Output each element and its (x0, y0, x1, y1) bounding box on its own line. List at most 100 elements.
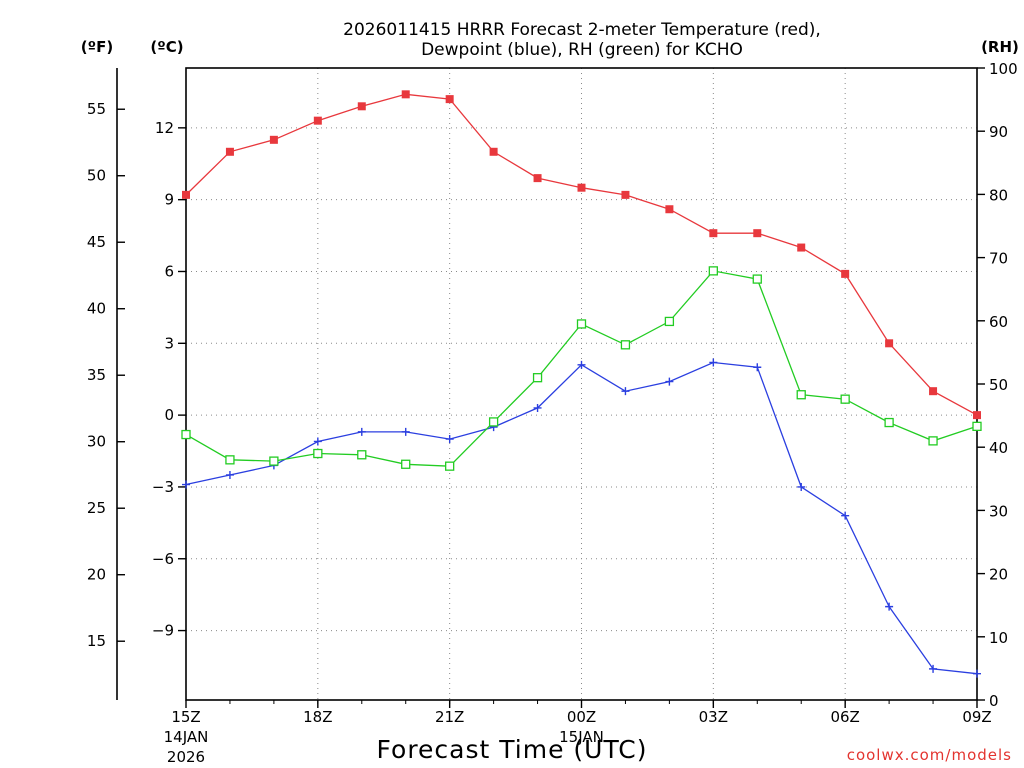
x-tick-year-label: 2026 (167, 748, 205, 766)
rh-tick-label: 50 (989, 376, 1008, 394)
fahrenheit-tick-label: 55 (87, 100, 106, 118)
temperature-point (533, 174, 542, 183)
rh-point (840, 394, 850, 404)
rh-tick-label: 0 (989, 692, 999, 710)
temperature-point (357, 102, 366, 111)
x-tick-label: 18Z (303, 708, 332, 726)
dewpoint-point (621, 387, 630, 396)
rh-point (620, 340, 631, 350)
rh-point (884, 417, 894, 428)
dewpoint-point (753, 363, 762, 372)
x-tick-label: 09Z (962, 708, 991, 726)
rh-point (928, 436, 938, 446)
rh-point (181, 429, 191, 440)
temperature-point (313, 116, 322, 125)
temperature-point (489, 147, 498, 156)
x-tick-date-label: 15JAN (559, 728, 604, 746)
rh-point (269, 456, 279, 466)
chart-title: 2026011415 HRRR Forecast 2-meter Tempera… (343, 20, 821, 40)
temperature-point (225, 147, 234, 156)
dewpoint-point (709, 358, 718, 367)
dewpoint-point (973, 669, 981, 678)
rh-tick-label: 80 (989, 186, 1008, 204)
celsius-unit-label: (ºC) (150, 38, 183, 56)
temperature-point (709, 229, 718, 238)
rh-point (708, 266, 718, 276)
fahrenheit-tick-label: 30 (87, 433, 106, 451)
temperature-point (929, 387, 938, 396)
temperature-point (753, 229, 762, 238)
axis-ticks: 15Z 14JAN 2026 18Z 21Z 00Z 15JAN 03Z 06Z 09Z 12 9 6 3… (87, 60, 1018, 766)
rh-point (796, 390, 806, 400)
dewpoint-point (841, 511, 850, 520)
temperature-point (885, 339, 894, 348)
fahrenheit-tick-label: 15 (87, 632, 106, 650)
chart-subtitle: Dewpoint (blue), RH (green) for KCHO (421, 40, 743, 60)
fahrenheit-tick-label: 50 (87, 167, 106, 185)
x-tick-label: 00Z (567, 708, 596, 726)
dewpoint-point (533, 403, 542, 412)
celsius-tick-label: 12 (155, 119, 174, 137)
temperature-point (269, 135, 278, 144)
temperature-point (621, 190, 630, 199)
rh-tick-label: 100 (989, 60, 1018, 78)
rh-point (445, 461, 455, 471)
celsius-tick-label: 3 (164, 334, 174, 352)
dewpoint-point (577, 360, 586, 369)
rh-tick-label: 30 (989, 502, 1008, 520)
temperature-point (182, 190, 190, 199)
rh-tick-label: 90 (989, 123, 1008, 141)
dewpoint-point (357, 427, 366, 436)
x-tick-label: 03Z (699, 708, 728, 726)
rh-point (225, 455, 235, 465)
celsius-tick-label: 6 (164, 262, 174, 280)
temperature-point (577, 183, 586, 192)
rh-point (576, 319, 587, 329)
grid-lines (186, 68, 977, 700)
x-axis-label: Forecast Time (UTC) (377, 735, 648, 764)
celsius-tick-label: 9 (164, 191, 174, 209)
dewpoint-point (225, 470, 234, 479)
dewpoint-point (313, 437, 322, 446)
rh-tick-label: 70 (989, 250, 1008, 268)
celsius-tick-label: −6 (152, 550, 174, 568)
rh-tick-label: 40 (989, 439, 1008, 457)
fahrenheit-tick-label: 20 (87, 566, 106, 584)
temperature-point (665, 205, 674, 214)
temperature-point (973, 411, 981, 420)
temperature-point (841, 269, 850, 278)
fahrenheit-unit-label: (ºF) (81, 38, 113, 56)
temperature-point (445, 95, 454, 104)
dewpoint-point (182, 480, 190, 489)
dewpoint-point (929, 664, 938, 673)
dewpoint-point (885, 602, 894, 611)
x-tick-label: 21Z (435, 708, 464, 726)
fahrenheit-tick-label: 25 (87, 499, 106, 517)
temperature-point (797, 243, 806, 252)
rh-point (664, 316, 675, 327)
rh-tick-label: 10 (989, 629, 1008, 647)
rh-point (401, 459, 411, 469)
rh-point (488, 417, 499, 427)
x-tick-label: 15Z (171, 708, 200, 726)
rh-point (532, 373, 543, 383)
dewpoint-point (401, 427, 410, 436)
temperature-point (401, 90, 410, 99)
celsius-tick-label: −3 (152, 478, 174, 496)
credit-text: coolwx.com/models (847, 746, 1012, 764)
x-tick-label: 06Z (830, 708, 859, 726)
rh-tick-label: 60 (989, 313, 1008, 331)
rh-point (313, 448, 323, 459)
data-series (181, 90, 982, 678)
fahrenheit-tick-label: 40 (87, 300, 106, 318)
rh-point (972, 421, 982, 431)
dewpoint-point (665, 377, 674, 386)
rh-point (752, 274, 762, 284)
dewpoint-point (797, 482, 806, 491)
rh-tick-label: 20 (989, 566, 1008, 584)
fahrenheit-tick-label: 35 (87, 366, 106, 384)
fahrenheit-tick-label: 45 (87, 233, 106, 251)
rh-unit-label: (RH) (981, 38, 1019, 56)
celsius-tick-label: −9 (152, 622, 174, 640)
